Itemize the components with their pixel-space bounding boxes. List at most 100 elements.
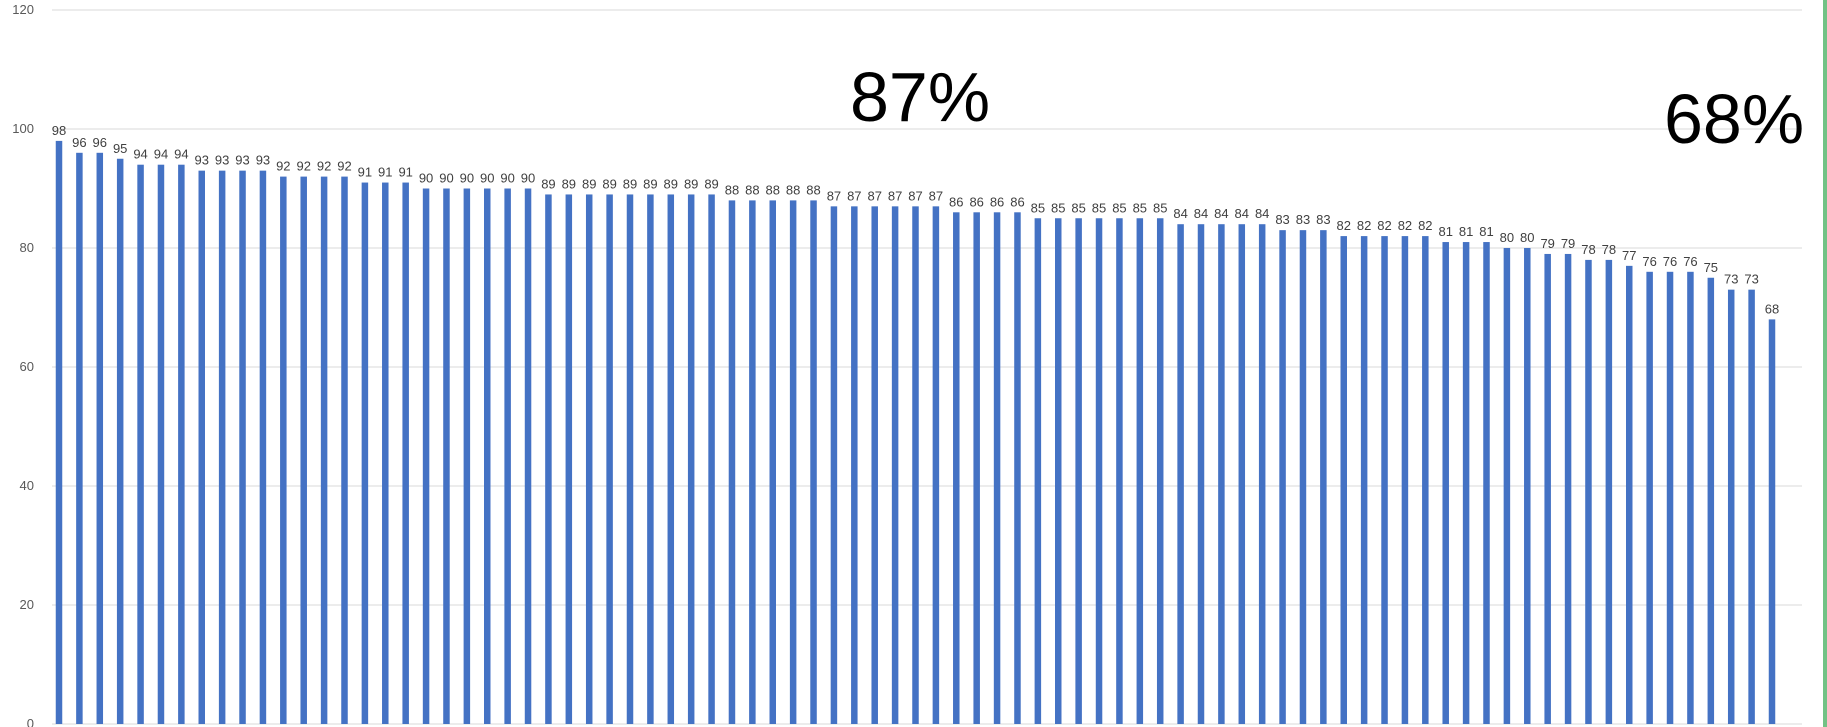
bar bbox=[1401, 236, 1409, 724]
y-tick-label: 0 bbox=[27, 716, 34, 727]
data-label: 82 bbox=[1357, 218, 1371, 233]
right-edge-strip bbox=[1823, 0, 1827, 727]
data-label: 92 bbox=[296, 159, 310, 174]
bar bbox=[1034, 218, 1042, 724]
data-label: 89 bbox=[541, 176, 555, 191]
data-label: 78 bbox=[1602, 242, 1616, 257]
bar bbox=[545, 194, 552, 724]
data-label: 80 bbox=[1520, 230, 1534, 245]
data-label: 89 bbox=[623, 176, 637, 191]
data-label: 80 bbox=[1500, 230, 1514, 245]
bar bbox=[76, 152, 83, 725]
data-label: 85 bbox=[1133, 200, 1147, 215]
data-label: 94 bbox=[174, 147, 188, 162]
data-label: 81 bbox=[1438, 224, 1452, 239]
bar bbox=[851, 206, 858, 725]
data-label: 96 bbox=[93, 135, 107, 150]
data-label: 91 bbox=[378, 165, 392, 180]
data-label: 85 bbox=[1153, 200, 1167, 215]
bar bbox=[55, 140, 63, 724]
y-tick-label: 120 bbox=[12, 2, 34, 17]
bar bbox=[300, 176, 307, 725]
data-label: 85 bbox=[1051, 200, 1065, 215]
bar bbox=[1524, 248, 1531, 724]
data-label: 90 bbox=[480, 171, 494, 186]
bar bbox=[116, 158, 124, 724]
bar bbox=[1544, 253, 1551, 724]
bar bbox=[667, 194, 675, 724]
bar bbox=[239, 170, 246, 724]
bar bbox=[728, 200, 736, 724]
bar bbox=[1626, 265, 1633, 724]
data-label: 86 bbox=[969, 194, 983, 209]
bar bbox=[1768, 319, 1776, 724]
bar bbox=[1299, 230, 1307, 724]
data-label: 85 bbox=[1031, 200, 1045, 215]
data-label: 86 bbox=[990, 194, 1004, 209]
y-axis-ticks: 0 20 40 60 80 100 120 bbox=[12, 2, 34, 727]
bar bbox=[1687, 271, 1694, 724]
bar bbox=[504, 188, 511, 724]
bar bbox=[953, 212, 960, 725]
data-label: 90 bbox=[439, 171, 453, 186]
data-label: 89 bbox=[602, 176, 616, 191]
data-label: 93 bbox=[235, 153, 249, 168]
bar bbox=[565, 194, 573, 724]
data-label: 85 bbox=[1092, 200, 1106, 215]
data-label: 84 bbox=[1235, 206, 1249, 221]
bar bbox=[463, 188, 471, 724]
bar bbox=[443, 188, 450, 724]
bar bbox=[1462, 242, 1470, 725]
bar bbox=[1422, 236, 1429, 724]
data-label: 81 bbox=[1459, 224, 1473, 239]
bar bbox=[687, 194, 695, 724]
data-label: 82 bbox=[1398, 218, 1412, 233]
data-label: 89 bbox=[643, 176, 657, 191]
bar bbox=[1218, 224, 1225, 724]
data-label: 87 bbox=[867, 188, 881, 203]
bar bbox=[524, 188, 532, 724]
y-tick-label: 60 bbox=[20, 359, 34, 374]
data-label: 91 bbox=[398, 165, 412, 180]
bar bbox=[769, 200, 776, 724]
data-label: 83 bbox=[1296, 212, 1310, 227]
bar bbox=[1442, 242, 1449, 725]
bar bbox=[1340, 236, 1347, 724]
bar bbox=[789, 200, 797, 724]
bar bbox=[871, 206, 878, 725]
y-tick-label: 40 bbox=[20, 478, 34, 493]
data-label: 77 bbox=[1622, 248, 1636, 263]
data-label: 82 bbox=[1377, 218, 1391, 233]
data-label: 89 bbox=[704, 176, 718, 191]
bar bbox=[1666, 271, 1674, 724]
data-label: 76 bbox=[1683, 254, 1697, 269]
bar bbox=[891, 206, 899, 725]
data-label: 90 bbox=[460, 171, 474, 186]
bar bbox=[1564, 253, 1572, 724]
y-tick-label: 20 bbox=[20, 597, 34, 612]
annotation-87: 87% bbox=[850, 58, 990, 136]
bar bbox=[1646, 271, 1653, 724]
data-label: 87 bbox=[929, 188, 943, 203]
bar bbox=[1483, 242, 1490, 725]
bar bbox=[422, 188, 430, 724]
bar bbox=[932, 206, 940, 725]
y-tick-label: 100 bbox=[12, 121, 34, 136]
bar bbox=[1503, 248, 1511, 724]
bar bbox=[1381, 236, 1388, 724]
data-label: 87 bbox=[847, 188, 861, 203]
bar bbox=[1055, 218, 1062, 724]
y-tick-label: 80 bbox=[20, 240, 34, 255]
data-label: 94 bbox=[154, 147, 168, 162]
bar bbox=[973, 212, 980, 725]
bar bbox=[218, 170, 226, 724]
bar bbox=[96, 152, 104, 725]
bar bbox=[178, 164, 185, 724]
annotation-68: 68% bbox=[1664, 80, 1804, 158]
data-label: 84 bbox=[1173, 206, 1187, 221]
data-label: 85 bbox=[1071, 200, 1085, 215]
bar bbox=[1585, 259, 1592, 724]
data-label: 87 bbox=[888, 188, 902, 203]
